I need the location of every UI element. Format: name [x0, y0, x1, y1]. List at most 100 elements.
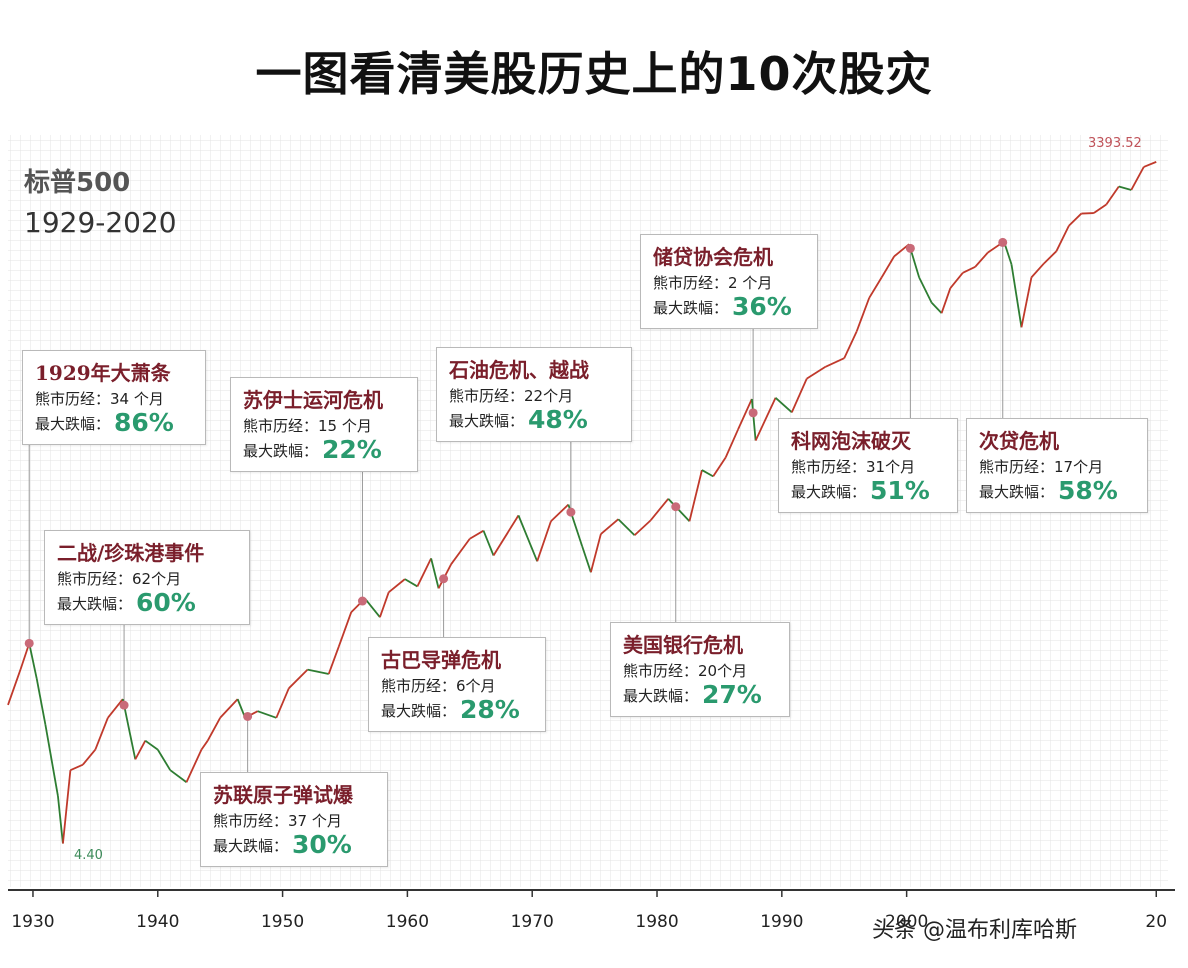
- series-segment: [754, 397, 777, 441]
- series-segment: [517, 515, 539, 562]
- series-segment: [169, 769, 188, 783]
- series-segment: [185, 749, 203, 783]
- x-tick-label: 1950: [261, 912, 304, 932]
- max-drop-label: 最大跌幅：: [653, 299, 729, 317]
- series-segment: [1010, 264, 1023, 328]
- series-segment: [35, 678, 47, 726]
- series-segment: [806, 366, 826, 380]
- series-segment: [28, 643, 38, 679]
- duration-label: 熊市历经：: [449, 387, 525, 405]
- series-segment: [825, 357, 845, 368]
- event-callout-savings-loan: 储贷协会危机 熊市历经：2 个月 最大跌幅： 36%: [640, 234, 818, 329]
- series-segment: [44, 724, 59, 797]
- series-segment: [974, 252, 989, 268]
- event-callout-ww2: 二战/珍珠港事件 熊市历经：62个月 最大跌幅： 60%: [44, 530, 250, 625]
- max-value-label: 3393.52: [1088, 136, 1142, 151]
- series-segment: [790, 378, 808, 413]
- series-segment: [589, 533, 602, 573]
- series-segment: [7, 669, 22, 706]
- series-segment: [134, 740, 147, 760]
- duration-value: 2 个月: [728, 274, 773, 292]
- event-marker: [566, 507, 576, 517]
- series-segment: [724, 428, 739, 458]
- duration-label: 熊市历经：: [57, 570, 133, 588]
- series-segment: [206, 717, 221, 742]
- x-tick-label: 1990: [760, 912, 803, 932]
- series-segment: [275, 687, 290, 719]
- max-drop-value: 28%: [460, 695, 520, 724]
- max-drop-value: 58%: [1058, 476, 1118, 505]
- series-segment: [949, 272, 964, 289]
- series-segment: [107, 698, 124, 719]
- max-drop-label: 最大跌幅：: [449, 412, 525, 430]
- x-tick-label: 2000: [885, 912, 928, 932]
- series-segment: [200, 740, 209, 751]
- max-drop-value: 22%: [322, 435, 382, 464]
- series-segment: [157, 749, 172, 771]
- watermark: 头条 @温布利库哈斯: [872, 918, 1077, 943]
- x-tick-label: 1960: [386, 912, 429, 932]
- series-segment: [1043, 250, 1058, 265]
- series-segment: [430, 558, 440, 589]
- series-segment: [404, 578, 418, 588]
- max-drop-label: 最大跌幅：: [623, 687, 699, 705]
- series-segment: [70, 763, 84, 772]
- x-tick-label: 1940: [136, 912, 179, 932]
- series-segment: [416, 557, 432, 587]
- series-segment: [288, 668, 309, 689]
- event-marker: [119, 700, 129, 710]
- event-callout-soviet-bomb: 苏联原子弹试爆 熊市历经：37 个月 最大跌幅： 30%: [200, 772, 388, 867]
- duration-value: 62个月: [132, 570, 182, 588]
- series-segment: [257, 710, 277, 719]
- duration-value: 20个月: [698, 662, 748, 680]
- series-segment: [843, 330, 858, 359]
- series-segment: [57, 795, 64, 844]
- series-segment: [940, 287, 952, 314]
- series-segment: [701, 469, 714, 478]
- series-segment: [1030, 262, 1045, 278]
- series-segment: [633, 519, 652, 536]
- max-drop-value: 51%: [870, 476, 930, 505]
- max-drop-value: 36%: [732, 292, 792, 321]
- x-tick-label: 1980: [635, 912, 678, 932]
- max-drop-value: 30%: [292, 830, 352, 859]
- series-segment: [94, 717, 109, 750]
- series-segment: [1105, 185, 1120, 205]
- event-marker: [671, 502, 681, 512]
- x-tick-label: 1930: [11, 912, 54, 932]
- duration-label: 熊市历经：: [381, 677, 457, 695]
- series-segment: [1020, 277, 1033, 328]
- duration-label: 熊市历经：: [623, 662, 699, 680]
- max-drop-value: 27%: [702, 680, 762, 709]
- max-drop-label: 最大跌幅：: [243, 442, 319, 460]
- duration-label: 熊市历经：: [653, 274, 729, 292]
- event-marker: [905, 243, 915, 253]
- series-segment: [550, 503, 570, 522]
- event-name: 苏联原子弹试爆: [213, 783, 353, 807]
- event-name: 石油危机、越战: [449, 358, 589, 382]
- series-segment: [482, 530, 495, 556]
- event-callout-suez: 苏伊士运河危机 熊市历经：15 个月 最大跌幅： 22%: [230, 377, 418, 472]
- page-title: 一图看清美股历史上的10次股灾: [255, 47, 933, 101]
- max-drop-value: 60%: [136, 588, 196, 617]
- series-segment: [737, 398, 753, 430]
- series-segment: [144, 739, 159, 751]
- event-callout-oil-crisis: 石油危机、越战 熊市历经：22个月 最大跌幅： 48%: [436, 347, 632, 442]
- max-drop-value: 86%: [114, 408, 174, 437]
- max-drop-label: 最大跌幅：: [35, 415, 111, 433]
- max-drop-label: 最大跌幅：: [979, 483, 1055, 501]
- event-name: 古巴导弹危机: [381, 648, 501, 672]
- duration-value: 17个月: [1054, 458, 1104, 476]
- series-segment: [379, 592, 390, 618]
- series-segment: [19, 643, 31, 670]
- series-segment: [492, 514, 520, 557]
- event-name: 美国银行危机: [623, 633, 743, 657]
- event-marker: [243, 711, 253, 721]
- x-tick-label: 20: [1145, 912, 1167, 932]
- series-segment: [469, 529, 484, 540]
- max-drop-label: 最大跌幅：: [213, 837, 289, 855]
- x-tick-label: 1970: [511, 912, 554, 932]
- duration-value: 34 个月: [110, 390, 164, 408]
- event-name: 次贷危机: [979, 429, 1059, 453]
- series-segment: [1143, 161, 1157, 168]
